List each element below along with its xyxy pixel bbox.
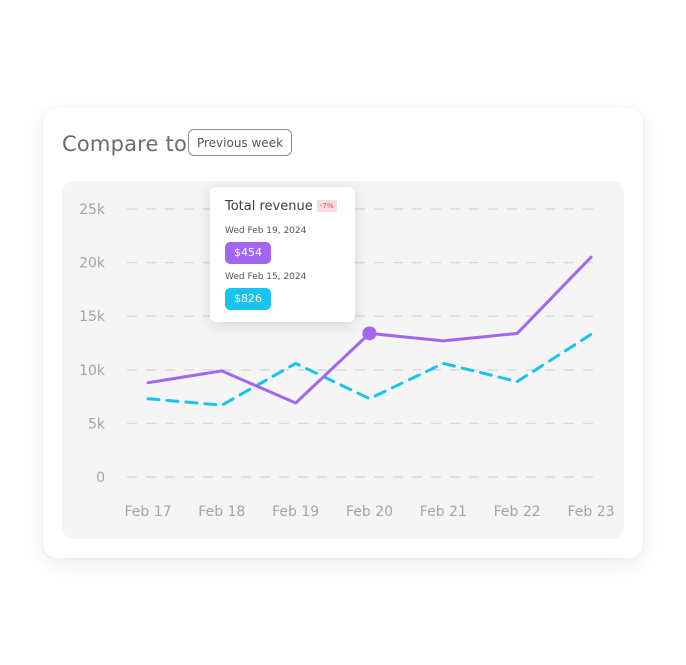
previous-value-pill: $826	[225, 288, 271, 310]
revenue-tooltip: Total revenue -7% Wed Feb 19, 2024 $454 …	[210, 187, 355, 322]
current-value-pill: $454	[225, 242, 271, 264]
comparison-period-select[interactable]: Previous week	[188, 129, 292, 156]
compare-label: Compare to	[62, 132, 188, 156]
tooltip-title: Total revenue	[225, 199, 313, 214]
current-date: Wed Feb 19, 2024	[225, 226, 307, 236]
previous-date: Wed Feb 15, 2024	[225, 272, 307, 282]
change-badge: -7%	[317, 200, 337, 212]
